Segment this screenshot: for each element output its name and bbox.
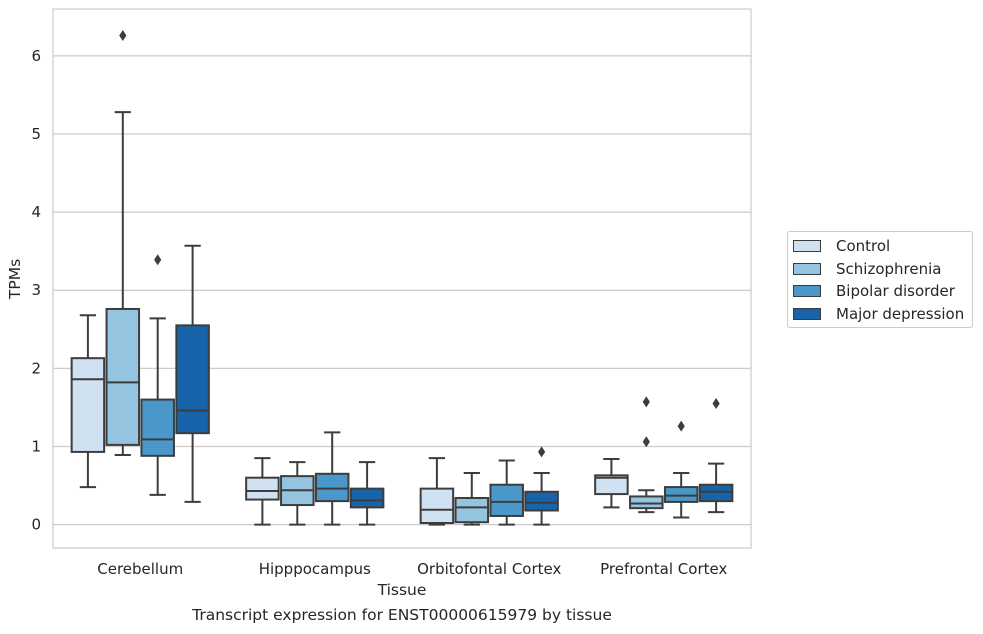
series-bipolar-disorder	[140, 254, 699, 526]
legend-label: Control	[836, 237, 891, 256]
box	[594, 457, 629, 509]
legend-swatch	[793, 262, 821, 275]
legend-item: Control	[788, 235, 972, 258]
outlier-point	[538, 446, 546, 458]
outlier-point	[154, 254, 162, 266]
series-control	[70, 314, 629, 526]
box	[349, 461, 385, 526]
box	[140, 254, 175, 496]
legend-item: Schizophrenia	[788, 258, 972, 281]
legend-label: Bipolar disorder	[836, 282, 955, 301]
box-iqr	[524, 490, 559, 512]
box	[314, 431, 350, 526]
box	[524, 446, 559, 526]
box	[175, 244, 210, 503]
series-schizophrenia	[105, 30, 664, 526]
box-iqr	[70, 357, 106, 453]
box-iqr	[140, 398, 175, 457]
outlier-point	[712, 397, 720, 409]
y-tick-labels: 0 1 2 3 4 5 6	[31, 47, 41, 534]
box-iqr	[105, 307, 141, 446]
box-iqr	[245, 476, 280, 501]
box-iqr	[629, 495, 664, 510]
box	[489, 459, 524, 526]
y-tick-label: 0	[31, 516, 41, 534]
box-iqr	[663, 486, 699, 503]
legend-label: Major depression	[836, 304, 965, 323]
legend: Control Schizophrenia Bipolar disorder Majo…	[787, 231, 973, 328]
box	[454, 472, 490, 526]
box-series	[70, 30, 734, 526]
box	[698, 397, 734, 514]
box-iqr	[489, 483, 524, 517]
legend-item: Bipolar disorder	[788, 280, 972, 303]
legend-item: Major depression	[788, 303, 972, 326]
x-axis-title: Tissue	[377, 581, 427, 599]
box	[663, 420, 699, 519]
box-iqr	[419, 487, 455, 525]
box-iqr	[314, 472, 350, 503]
plot-frame	[52, 8, 752, 549]
x-tick-label: Orbitofontal Cortex	[417, 560, 561, 578]
box-iqr	[454, 497, 490, 524]
outlier-point	[642, 396, 650, 408]
outlier-point	[677, 420, 685, 432]
y-tick-label: 3	[31, 281, 41, 299]
x-tick-label: Hipppocampus	[259, 560, 371, 578]
y-tick-label: 2	[31, 359, 41, 377]
outlier-point	[642, 436, 650, 448]
x-tick-label: Cerebellum	[97, 560, 183, 578]
legend-swatch	[793, 240, 821, 253]
legend-label: Schizophrenia	[836, 259, 942, 278]
box	[629, 396, 664, 514]
series-major-depression	[175, 244, 734, 526]
box	[419, 457, 455, 526]
y-tick-label: 1	[31, 437, 41, 455]
legend-swatch	[793, 285, 821, 298]
x-tick-labels: Cerebellum Hipppocampus Orbitofontal Corte…	[97, 560, 727, 578]
y-tick-label: 5	[31, 125, 41, 143]
box-iqr	[594, 474, 629, 496]
box	[280, 461, 315, 526]
x-tick-label: Prefrontal Cortex	[600, 560, 727, 578]
y-tick-label: 4	[31, 203, 41, 221]
box-iqr	[349, 487, 385, 509]
box-iqr	[698, 483, 734, 503]
box	[70, 314, 106, 489]
box	[245, 457, 280, 526]
chart-caption: Transcript expression for ENST0000061597…	[192, 606, 612, 624]
y-axis-title: TPMs	[6, 259, 24, 300]
y-tick-label: 6	[31, 47, 41, 65]
box	[105, 30, 141, 457]
outlier-point	[119, 30, 127, 42]
legend-swatch	[793, 307, 821, 320]
box-iqr	[175, 324, 210, 435]
